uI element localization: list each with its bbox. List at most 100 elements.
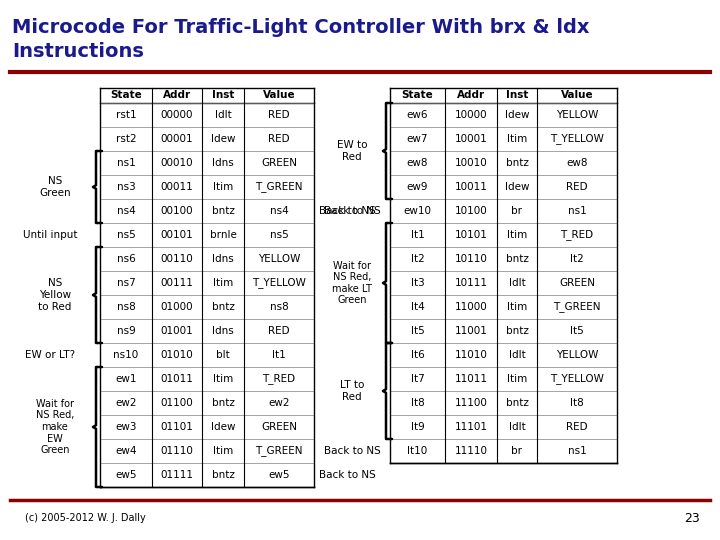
Text: ldns: ldns — [212, 326, 234, 336]
Text: 10010: 10010 — [454, 158, 487, 168]
Text: 01000: 01000 — [161, 302, 193, 312]
Text: lt1: lt1 — [272, 350, 286, 360]
Text: ns6: ns6 — [117, 254, 135, 264]
Text: Value: Value — [561, 91, 593, 100]
Text: 10001: 10001 — [454, 134, 487, 144]
Text: 01011: 01011 — [161, 374, 194, 384]
Text: T_GREEN: T_GREEN — [256, 181, 302, 192]
Text: State: State — [402, 91, 433, 100]
Text: lt9: lt9 — [410, 422, 424, 432]
Text: ns5: ns5 — [269, 230, 289, 240]
Text: NS
Yellow
to Red: NS Yellow to Red — [38, 279, 72, 312]
Text: 11011: 11011 — [454, 374, 487, 384]
Text: ldlt: ldlt — [508, 350, 526, 360]
Text: ldns: ldns — [212, 254, 234, 264]
Text: lt7: lt7 — [410, 374, 424, 384]
Text: lt10: lt10 — [408, 446, 428, 456]
Text: T_YELLOW: T_YELLOW — [550, 374, 604, 384]
Text: ltim: ltim — [213, 374, 233, 384]
Text: ldlt: ldlt — [215, 110, 231, 120]
Text: ns8: ns8 — [269, 302, 289, 312]
Text: EW to
Red: EW to Red — [337, 140, 367, 162]
Text: rst1: rst1 — [116, 110, 136, 120]
Text: Addr: Addr — [457, 91, 485, 100]
Text: lt1: lt1 — [410, 230, 424, 240]
Text: 11100: 11100 — [454, 398, 487, 408]
Text: T_GREEN: T_GREEN — [256, 446, 302, 456]
Text: bntz: bntz — [505, 326, 528, 336]
Text: Microcode For Traffic-Light Controller With brx & ldx: Microcode For Traffic-Light Controller W… — [12, 18, 590, 37]
Text: lt6: lt6 — [410, 350, 424, 360]
Text: Back to NS: Back to NS — [319, 470, 376, 480]
Text: lt3: lt3 — [410, 278, 424, 288]
Text: T_RED: T_RED — [262, 374, 296, 384]
Text: Back to NS: Back to NS — [319, 206, 376, 216]
Text: RED: RED — [268, 110, 290, 120]
Text: ns5: ns5 — [117, 230, 135, 240]
Text: Back to NS: Back to NS — [323, 446, 380, 456]
Text: Wait for
NS Red,
make LT
Green: Wait for NS Red, make LT Green — [332, 261, 372, 306]
Text: 00111: 00111 — [161, 278, 194, 288]
Text: Addr: Addr — [163, 91, 191, 100]
Text: 00010: 00010 — [161, 158, 193, 168]
Text: YELLOW: YELLOW — [258, 254, 300, 264]
Text: T_RED: T_RED — [560, 230, 593, 240]
Text: 11000: 11000 — [454, 302, 487, 312]
Text: 00011: 00011 — [161, 182, 194, 192]
Text: 23: 23 — [684, 511, 700, 524]
Text: ew4: ew4 — [115, 446, 137, 456]
Text: ew2: ew2 — [115, 398, 137, 408]
Text: 00101: 00101 — [161, 230, 194, 240]
Text: ltim: ltim — [507, 230, 527, 240]
Text: ns4: ns4 — [269, 206, 289, 216]
Text: 01101: 01101 — [161, 422, 194, 432]
Text: Wait for
NS Red,
make
EW
Green: Wait for NS Red, make EW Green — [36, 399, 74, 455]
Text: YELLOW: YELLOW — [556, 110, 598, 120]
Text: bntz: bntz — [212, 302, 235, 312]
Text: 00110: 00110 — [161, 254, 194, 264]
Text: Back to NS: Back to NS — [323, 206, 380, 216]
Text: bntz: bntz — [505, 398, 528, 408]
Text: 00100: 00100 — [161, 206, 193, 216]
Text: RED: RED — [268, 326, 290, 336]
Text: ns1: ns1 — [117, 158, 135, 168]
Text: RED: RED — [566, 182, 588, 192]
Text: ns9: ns9 — [117, 326, 135, 336]
Text: (c) 2005-2012 W. J. Dally: (c) 2005-2012 W. J. Dally — [25, 513, 145, 523]
Text: ldew: ldew — [505, 110, 529, 120]
Text: ltim: ltim — [213, 446, 233, 456]
Text: 00001: 00001 — [161, 134, 193, 144]
Text: lt8: lt8 — [570, 398, 584, 408]
Text: bntz: bntz — [212, 470, 235, 480]
Text: GREEN: GREEN — [559, 278, 595, 288]
Text: ns3: ns3 — [117, 182, 135, 192]
Text: ldlt: ldlt — [508, 422, 526, 432]
Text: ns10: ns10 — [113, 350, 139, 360]
Text: 10011: 10011 — [454, 182, 487, 192]
Text: YELLOW: YELLOW — [556, 350, 598, 360]
Text: ldew: ldew — [211, 134, 235, 144]
Text: bntz: bntz — [505, 158, 528, 168]
Text: Value: Value — [263, 91, 295, 100]
Text: ns1: ns1 — [567, 446, 586, 456]
Text: T_GREEN: T_GREEN — [553, 301, 600, 313]
Text: T_YELLOW: T_YELLOW — [550, 133, 604, 145]
Text: 11110: 11110 — [454, 446, 487, 456]
Text: Until input: Until input — [23, 230, 77, 240]
Text: br: br — [511, 206, 523, 216]
Text: 11010: 11010 — [454, 350, 487, 360]
Text: ns1: ns1 — [567, 206, 586, 216]
Text: ew8: ew8 — [407, 158, 428, 168]
Text: 10100: 10100 — [454, 206, 487, 216]
Text: ew9: ew9 — [407, 182, 428, 192]
Text: 11001: 11001 — [454, 326, 487, 336]
Text: ldew: ldew — [505, 182, 529, 192]
Text: bntz: bntz — [212, 206, 235, 216]
Text: rst2: rst2 — [116, 134, 136, 144]
Text: 01001: 01001 — [161, 326, 194, 336]
Text: 10110: 10110 — [454, 254, 487, 264]
Text: ew3: ew3 — [115, 422, 137, 432]
Text: ew7: ew7 — [407, 134, 428, 144]
Text: ns8: ns8 — [117, 302, 135, 312]
Text: RED: RED — [268, 134, 290, 144]
